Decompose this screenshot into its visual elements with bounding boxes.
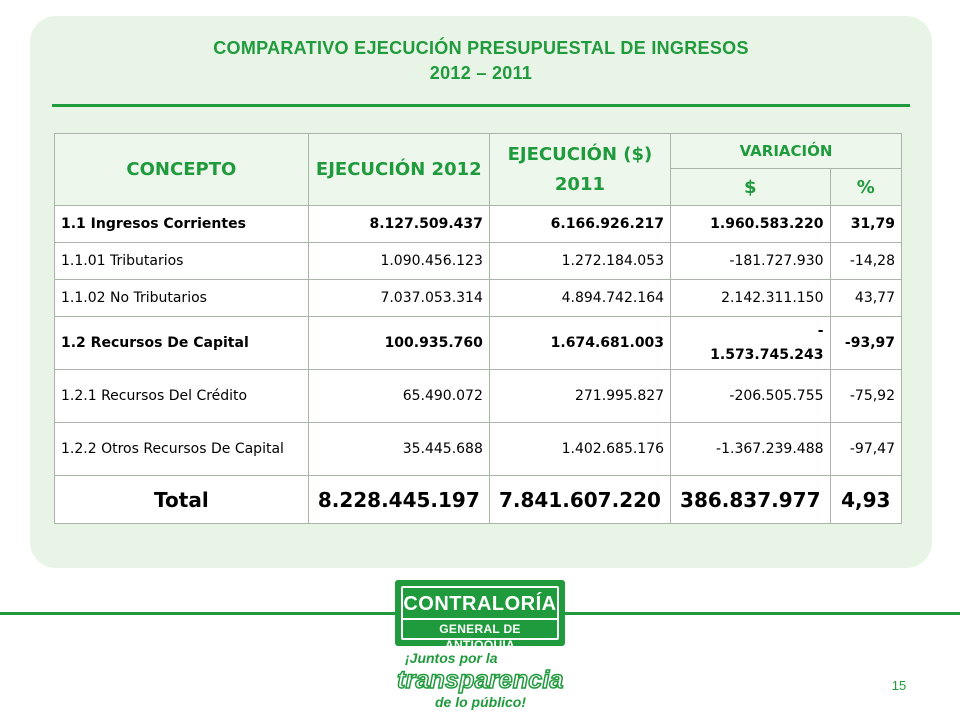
logo-badge-frame: CONTRALORÍA GENERAL DE ANTIOQUIA (401, 586, 559, 652)
row-concept: 1.1.02 No Tributarios (54, 279, 309, 317)
row-concept: 1.1 Ingresos Corrientes (54, 205, 309, 243)
header-execution-2011: EJECUCIÓN ($) 2011 (488, 133, 672, 206)
page-number: 15 (891, 678, 907, 693)
table-row: 1.1 Ingresos Corrientes 8.127.509.437 6.… (54, 205, 903, 243)
row-variation-amount: -1.367.239.488 (670, 422, 831, 476)
row-execution-2012: 35.445.688 (307, 422, 490, 476)
table-row: 1.1.01 Tributarios 1.090.456.123 1.272.1… (54, 242, 903, 280)
table-row: 1.2.2 Otros Recursos De Capital 35.445.6… (54, 422, 903, 476)
header-concept: CONCEPTO (54, 133, 309, 206)
row-execution-2011: 1.402.685.176 (488, 422, 672, 476)
row-variation-percent: -14,28 (829, 242, 903, 280)
total-label: Total (54, 475, 309, 524)
header-variation: VARIACIÓN (670, 133, 902, 169)
row-execution-2011: 1.272.184.053 (488, 242, 672, 280)
variation-amount-value: 1.573.745.243 (710, 347, 824, 363)
row-variation-amount: 1.960.583.220 (670, 205, 831, 243)
row-variation-percent: 31,79 (829, 205, 903, 243)
logo-slogan-line-1: ¡Juntos por la (405, 650, 498, 666)
row-variation-percent: -97,47 (829, 422, 903, 476)
logo-slogan-line-2: transparencia (396, 665, 564, 695)
table-row: 1.1.02 No Tributarios 7.037.053.314 4.89… (54, 279, 903, 317)
total-execution-2011: 7.841.607.220 (488, 475, 672, 524)
header-variation-amount: $ (670, 168, 831, 206)
row-concept: 1.2.1 Recursos Del Crédito (54, 369, 309, 423)
variation-amount-sign: - (817, 323, 824, 339)
logo-slogan-line-3: de lo público! (435, 694, 526, 710)
row-variation-amount: -181.727.930 (670, 242, 831, 280)
title-divider (52, 104, 910, 107)
logo-subname: GENERAL DE ANTIOQUIA (439, 622, 521, 652)
table-row: 1.2 Recursos De Capital 100.935.760 1.67… (54, 316, 903, 370)
row-concept: 1.1.01 Tributarios (54, 242, 309, 280)
row-execution-2011: 4.894.742.164 (488, 279, 672, 317)
row-execution-2012: 100.935.760 (307, 316, 490, 370)
total-variation-percent: 4,93 (829, 475, 903, 524)
row-concept: 1.2.2 Otros Recursos De Capital (54, 422, 309, 476)
row-execution-2011: 271.995.827 (488, 369, 672, 423)
row-variation-amount: -206.505.755 (670, 369, 831, 423)
logo-badge: CONTRALORÍA GENERAL DE ANTIOQUIA (395, 580, 565, 652)
total-row: Total 8.228.445.197 7.841.607.220 386.83… (54, 475, 903, 524)
row-execution-2011: 6.166.926.217 (488, 205, 672, 243)
contraloria-logo: CONTRALORÍA GENERAL DE ANTIOQUIA ¡Juntos… (395, 580, 565, 715)
header-variation-percent: % (829, 168, 903, 206)
row-variation-amount: 2.142.311.150 (670, 279, 831, 317)
row-execution-2012: 65.490.072 (307, 369, 490, 423)
table-row: 1.2.1 Recursos Del Crédito 65.490.072 27… (54, 369, 903, 423)
row-execution-2012: 8.127.509.437 (307, 205, 490, 243)
row-variation-percent: -93,97 (829, 316, 903, 370)
row-execution-2011: 1.674.681.003 (488, 316, 672, 370)
row-variation-percent: 43,77 (829, 279, 903, 317)
row-variation-amount: - 1.573.745.243 (670, 316, 831, 370)
total-execution-2012: 8.228.445.197 (307, 475, 490, 524)
title-line-1: COMPARATIVO EJECUCIÓN PRESUPUESTAL DE IN… (213, 38, 749, 58)
budget-comparison-table: CONCEPTO EJECUCIÓN 2012 EJECUCIÓN ($) 20… (54, 133, 903, 524)
row-variation-percent: -75,92 (829, 369, 903, 423)
row-execution-2012: 1.090.456.123 (307, 242, 490, 280)
row-execution-2012: 7.037.053.314 (307, 279, 490, 317)
logo-badge-divider (403, 618, 557, 620)
page-title: COMPARATIVO EJECUCIÓN PRESUPUESTAL DE IN… (30, 36, 932, 86)
logo-name: CONTRALORÍA (403, 593, 557, 615)
total-variation-amount: 386.837.977 (670, 475, 831, 524)
title-line-2: 2012 – 2011 (429, 63, 533, 83)
header-execution-2012: EJECUCIÓN 2012 (307, 133, 490, 206)
row-concept: 1.2 Recursos De Capital (54, 316, 309, 370)
